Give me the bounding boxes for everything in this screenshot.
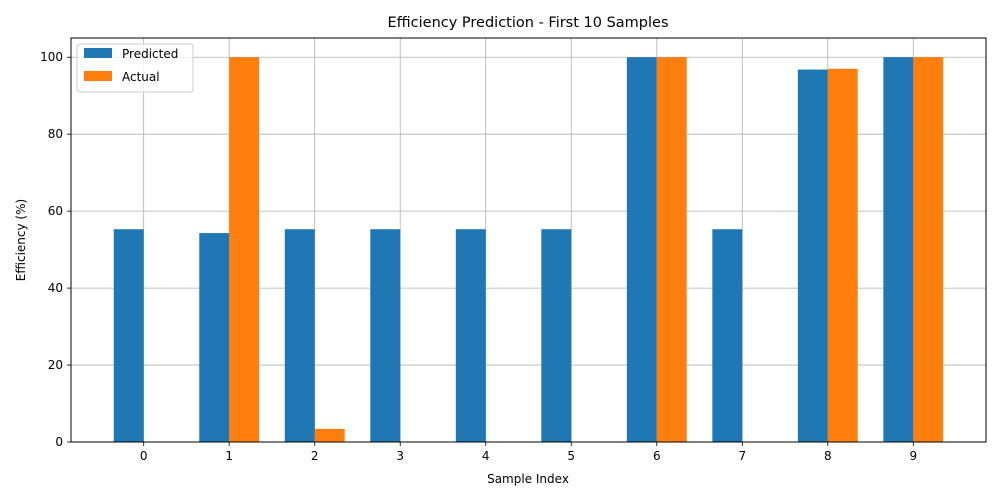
bar-actual-8 bbox=[827, 68, 858, 443]
x-tick-label: 3 bbox=[396, 449, 404, 463]
legend-label-predicted: Predicted bbox=[122, 47, 178, 61]
bar-predicted-2 bbox=[284, 229, 315, 442]
bar-predicted-0 bbox=[113, 229, 144, 442]
x-axis-ticks: 0 1 2 3 4 5 6 7 8 9 bbox=[140, 442, 917, 463]
bar-predicted-5 bbox=[541, 229, 572, 442]
y-tick-label: 60 bbox=[48, 204, 63, 218]
legend-swatch-actual bbox=[84, 71, 112, 81]
x-tick-label: 9 bbox=[909, 449, 917, 463]
bars bbox=[113, 57, 944, 443]
x-tick-label: 1 bbox=[225, 449, 233, 463]
bar-actual-9 bbox=[913, 57, 944, 442]
bar-actual-1 bbox=[229, 57, 260, 442]
y-axis-label: Efficiency (%) bbox=[14, 199, 28, 281]
x-tick-label: 2 bbox=[311, 449, 319, 463]
x-axis-label: Sample Index bbox=[487, 472, 569, 486]
bar-predicted-4 bbox=[455, 229, 486, 442]
x-tick-label: 5 bbox=[567, 449, 575, 463]
bar-predicted-3 bbox=[370, 229, 401, 442]
bar-predicted-6 bbox=[626, 57, 657, 442]
y-axis-ticks: 0 20 40 60 80 100 bbox=[40, 50, 71, 449]
y-tick-label: 20 bbox=[48, 358, 63, 372]
chart-title: Efficiency Prediction - First 10 Samples bbox=[387, 15, 668, 31]
y-tick-label: 40 bbox=[48, 281, 63, 295]
x-tick-label: 0 bbox=[140, 449, 148, 463]
bar-predicted-8 bbox=[797, 69, 828, 442]
bar-actual-6 bbox=[656, 57, 687, 442]
y-tick-label: 100 bbox=[40, 50, 63, 64]
x-tick-label: 4 bbox=[482, 449, 490, 463]
x-tick-label: 6 bbox=[653, 449, 661, 463]
legend-swatch-predicted bbox=[84, 48, 112, 58]
x-tick-label: 8 bbox=[824, 449, 832, 463]
bar-actual-2 bbox=[314, 428, 345, 442]
legend-label-actual: Actual bbox=[122, 70, 160, 84]
y-tick-label: 0 bbox=[55, 435, 63, 449]
bar-predicted-9 bbox=[883, 57, 914, 442]
bar-predicted-7 bbox=[712, 229, 743, 442]
plot-frame bbox=[70, 37, 987, 443]
y-tick-label: 80 bbox=[48, 127, 63, 141]
bar-predicted-1 bbox=[199, 233, 230, 442]
legend: Predicted Actual bbox=[76, 43, 194, 93]
x-tick-label: 7 bbox=[738, 449, 746, 463]
